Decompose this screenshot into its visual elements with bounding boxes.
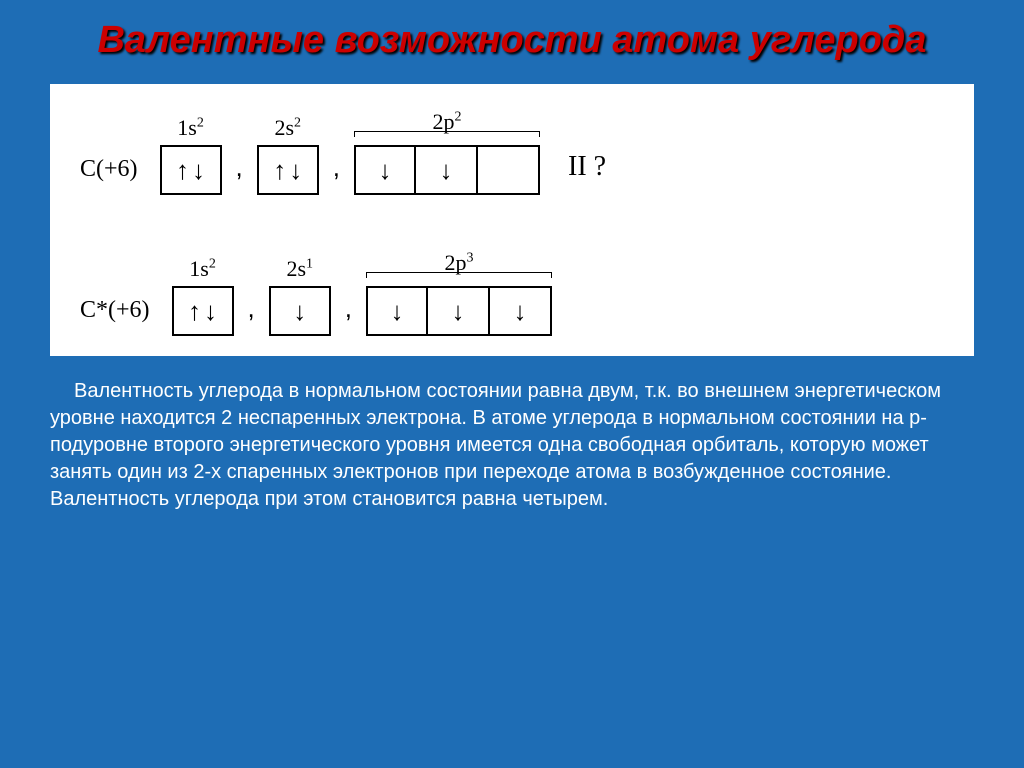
orbital-group: 2p3↓↓↓ — [366, 250, 552, 336]
orbital-box: ↓ — [428, 286, 490, 336]
electron-arrow: ↓ — [379, 157, 392, 183]
electron-arrow: ↓ — [514, 298, 527, 324]
electron-arrow: ↑ — [176, 157, 189, 183]
sublevel-label: 1s2 — [189, 256, 216, 282]
separator-comma: , — [242, 293, 261, 336]
orbital-box: ↓ — [269, 286, 331, 336]
config-row-0: C(+6)1s2↑↓,2s2↑↓,2p2↓↓II ? — [80, 109, 944, 195]
electron-arrow: ↑ — [273, 157, 286, 183]
orbital-box: ↑↓ — [257, 145, 319, 195]
diagram-area: C(+6)1s2↑↓,2s2↑↓,2p2↓↓II ?C*(+6)1s2↑↓,2s… — [50, 84, 974, 356]
orbital-group: 2s2 ↑↓ — [257, 115, 319, 195]
separator-comma: , — [339, 293, 358, 336]
electron-arrow: ↓ — [289, 157, 302, 183]
orbital-box: ↑↓ — [172, 286, 234, 336]
box-row: ↓ — [269, 286, 331, 336]
orbital-box — [478, 145, 540, 195]
description-text: Валентность углерода в нормальном состоя… — [50, 378, 974, 513]
bracket-line — [366, 272, 552, 278]
orbital-box: ↓ — [490, 286, 552, 336]
electron-arrow: ↓ — [192, 157, 205, 183]
orbital-box: ↓ — [354, 145, 416, 195]
orbital-group: 1s2 ↑↓ — [160, 115, 222, 195]
electron-arrow: ↓ — [204, 298, 217, 324]
orbital-group: 2s1 ↓ — [269, 256, 331, 336]
box-row: ↓ ↓ ↓ — [366, 286, 552, 336]
electron-arrow: ↓ — [452, 298, 465, 324]
sublevel-label: 2s1 — [286, 256, 313, 282]
sublevel-label: 2s2 — [274, 115, 301, 141]
separator-comma: , — [327, 152, 346, 195]
bracket-line — [354, 131, 540, 137]
slide-title: Валентные возможности атома углерода — [40, 18, 984, 64]
box-row: ↑↓ — [160, 145, 222, 195]
electron-arrow: ↓ — [293, 298, 306, 324]
orbital-box: ↓ — [416, 145, 478, 195]
orbital-group: 1s2 ↑↓ — [172, 256, 234, 336]
title-bar: Валентные возможности атома углерода — [0, 0, 1024, 76]
box-row: ↑↓ — [172, 286, 234, 336]
slide: Валентные возможности атома углерода C(+… — [0, 0, 1024, 768]
electron-arrow: ↓ — [391, 298, 404, 324]
electron-arrow: ↑ — [188, 298, 201, 324]
orbital-box: ↑↓ — [160, 145, 222, 195]
separator-comma: , — [230, 152, 249, 195]
orbital-group: 2p2↓↓ — [354, 109, 540, 195]
config-label: C*(+6) — [80, 297, 150, 336]
orbital-box: ↓ — [366, 286, 428, 336]
valence-indicator: II ? — [568, 151, 606, 195]
electron-arrow: ↓ — [440, 157, 453, 183]
config-row-1: C*(+6)1s2↑↓,2s1↓,2p3↓↓↓ — [80, 250, 944, 336]
description-area: Валентность углерода в нормальном состоя… — [0, 366, 1024, 533]
box-row: ↓↓ — [354, 145, 540, 195]
sublevel-label: 1s2 — [177, 115, 204, 141]
config-label: C(+6) — [80, 156, 138, 195]
box-row: ↑↓ — [257, 145, 319, 195]
